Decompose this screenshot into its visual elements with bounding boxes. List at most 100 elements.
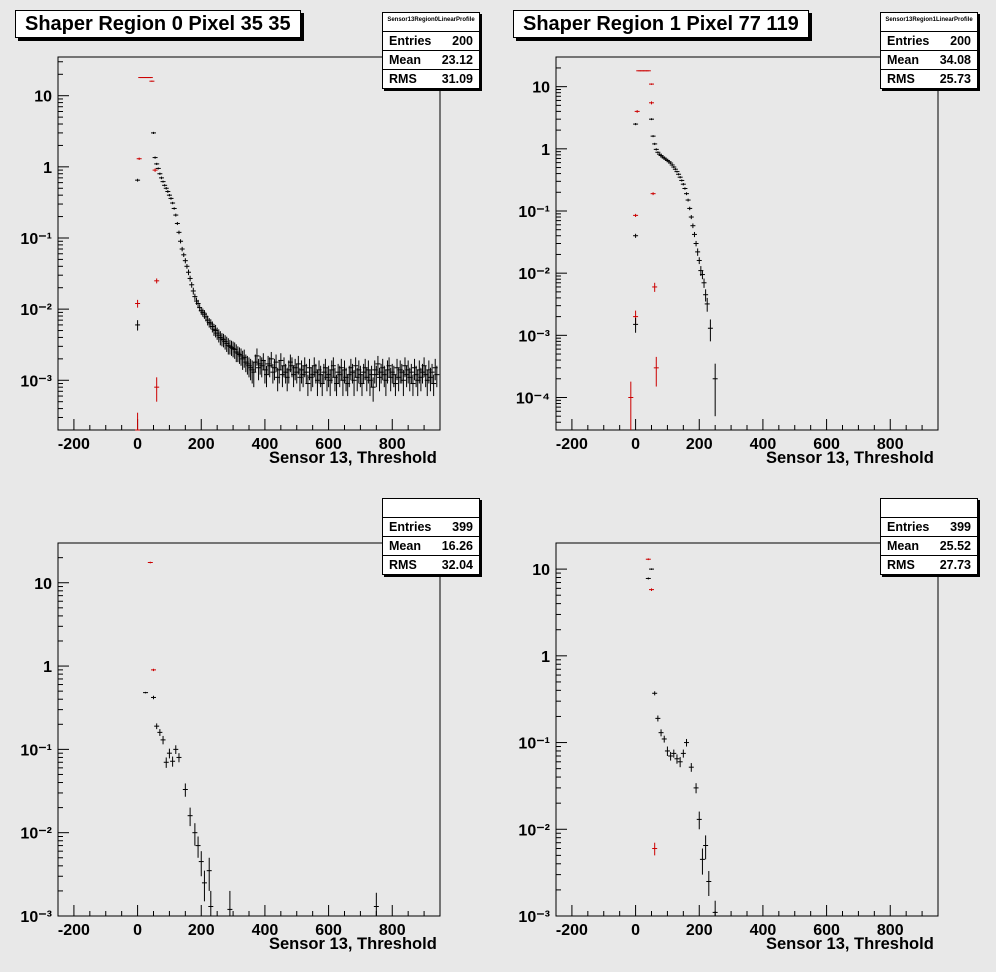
data-point	[353, 357, 359, 378]
x-tick-label: 600	[813, 922, 840, 939]
data-point	[273, 354, 279, 373]
stats-name: Sensor13Region0LinearProfile	[383, 13, 479, 32]
data-point	[712, 363, 718, 417]
data-point	[386, 357, 392, 378]
y-tick-label: 10	[532, 562, 550, 579]
data-point	[182, 258, 188, 264]
data-point	[206, 857, 212, 891]
data-point	[152, 168, 158, 172]
stats-mean: 34.08	[939, 53, 971, 67]
data-point	[373, 892, 379, 916]
x-tick-label: 600	[315, 922, 342, 939]
data-point	[680, 183, 686, 186]
data-point	[703, 289, 709, 302]
data-point	[166, 194, 172, 197]
data-point	[135, 320, 141, 331]
data-point	[677, 757, 683, 768]
stats-entries-label: Entries	[389, 34, 432, 48]
data-point	[338, 358, 344, 381]
data-point	[649, 118, 654, 121]
data-point	[633, 317, 639, 333]
stats-mean-label: Mean	[887, 539, 919, 553]
data-point	[208, 890, 214, 916]
data-point	[691, 231, 697, 238]
data-point	[135, 299, 141, 308]
y-tick-label: 10⁻²	[518, 266, 550, 283]
data-point	[192, 293, 198, 300]
y-tick-label: 10	[34, 576, 52, 593]
data-point	[163, 757, 169, 768]
data-point	[370, 377, 376, 402]
x-tick-label: 800	[379, 436, 406, 453]
data-point	[699, 848, 705, 875]
data-point	[633, 123, 639, 126]
data-point	[645, 577, 651, 580]
data-point	[663, 158, 669, 161]
data-point	[408, 363, 414, 384]
stats-box: Entries 399 Mean 16.26 RMS 32.04	[382, 498, 480, 575]
y-tick-label: 10⁻¹	[518, 204, 550, 221]
data-point	[179, 246, 185, 252]
x-tick-label: 400	[252, 436, 279, 453]
y-tick-label: 10⁻²	[20, 826, 52, 843]
data-point	[687, 206, 693, 211]
x-tick-label: 800	[877, 922, 904, 939]
stats-rms: 32.04	[441, 558, 473, 572]
y-tick-label: 1	[541, 649, 550, 666]
data-point	[656, 153, 662, 156]
data-point	[701, 278, 707, 288]
x-tick-label: 600	[813, 436, 840, 453]
data-point	[305, 374, 311, 397]
stats-box: Sensor13Region0LinearProfile Entries 200 …	[382, 12, 480, 89]
data-point	[674, 170, 680, 173]
data-point	[173, 745, 179, 755]
stats-box: Entries 399 Mean 25.52 RMS 27.73	[880, 498, 978, 575]
y-tick-label: 1	[43, 659, 52, 676]
data-point	[303, 363, 309, 384]
stats-mean-label: Mean	[389, 53, 421, 67]
x-tick-label: 0	[631, 436, 640, 453]
x-tick-label: 800	[877, 436, 904, 453]
data-point	[434, 365, 440, 388]
data-point	[187, 807, 193, 827]
stats-name: Sensor13Region1LinearProfile	[881, 13, 977, 32]
y-tick-label: 10⁻¹	[518, 736, 550, 753]
stats-entries-label: Entries	[887, 520, 930, 534]
data-point	[703, 835, 709, 860]
data-point	[154, 723, 160, 730]
x-tick-label: 400	[252, 922, 279, 939]
data-point	[135, 412, 141, 431]
data-point	[182, 783, 188, 797]
data-point	[666, 160, 672, 163]
y-tick-label: 10	[532, 80, 550, 97]
stats-entries: 399	[452, 520, 473, 534]
stats-rms-label: RMS	[389, 558, 417, 572]
data-point	[671, 749, 677, 758]
x-tick-label: -200	[58, 436, 90, 453]
data-point	[676, 173, 682, 176]
data-point	[658, 729, 664, 737]
data-point	[136, 157, 142, 160]
data-point	[178, 239, 184, 244]
y-tick-label: 10⁻³	[20, 909, 52, 926]
stats-rms-label: RMS	[389, 72, 417, 86]
data-point	[184, 264, 190, 269]
x-tick-label: 200	[188, 922, 215, 939]
data-point	[176, 753, 182, 763]
data-point	[155, 167, 161, 170]
data-point	[649, 568, 654, 570]
data-point	[171, 207, 177, 210]
x-tick-label: 400	[750, 922, 777, 939]
data-point	[351, 369, 357, 397]
data-point	[664, 746, 670, 756]
data-point	[649, 588, 654, 591]
data-point	[195, 299, 201, 308]
data-point	[652, 142, 658, 146]
data-point	[143, 691, 149, 694]
data-point	[693, 240, 699, 247]
data-point	[192, 823, 198, 846]
stats-rms: 25.73	[939, 72, 971, 86]
stats-rms-label: RMS	[887, 72, 915, 86]
data-point	[684, 738, 690, 747]
